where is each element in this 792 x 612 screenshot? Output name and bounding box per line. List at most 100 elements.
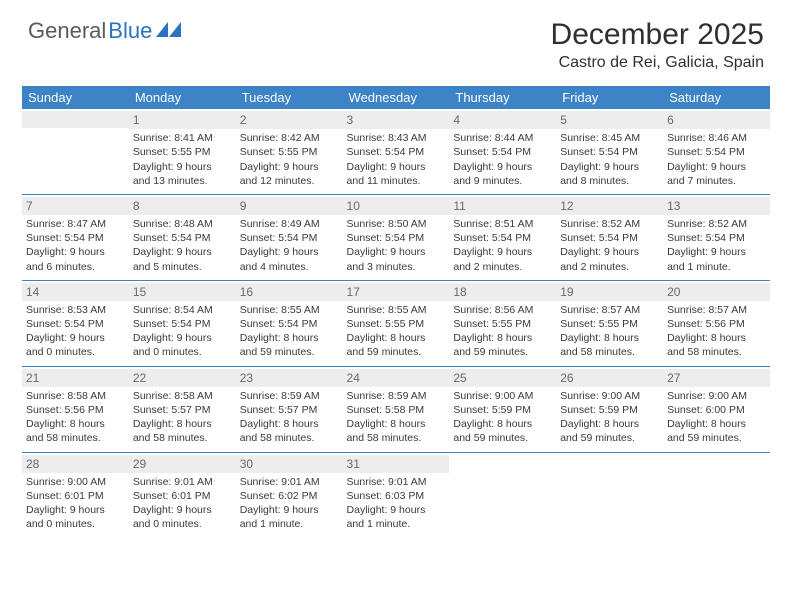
calendar-cell: 19Sunrise: 8:57 AMSunset: 5:55 PMDayligh… [556, 280, 663, 366]
calendar-cell: 1Sunrise: 8:41 AMSunset: 5:55 PMDaylight… [129, 109, 236, 194]
daylight-line: Daylight: 9 hours and 12 minutes. [240, 160, 339, 188]
daylight-line: Daylight: 9 hours and 6 minutes. [26, 245, 125, 273]
calendar-cell [449, 452, 556, 537]
sunset-line: Sunset: 5:54 PM [667, 145, 766, 159]
sunrise-line: Sunrise: 9:01 AM [347, 475, 446, 489]
calendar-cell: 23 Sunrise: 8:59 AMSunset: 5:57 PMDayligh… [236, 366, 343, 452]
sunset-line: Sunset: 6:02 PM [240, 489, 339, 503]
daylight-line: Daylight: 8 hours and 58 minutes. [560, 331, 659, 359]
sunrise-line: Sunrise: 8:52 AM [667, 217, 766, 231]
calendar-cell: 6Sunrise: 8:46 AMSunset: 5:54 PMDaylight… [663, 109, 770, 194]
daylight-line: Daylight: 8 hours and 58 minutes. [240, 417, 339, 445]
sunset-line: Sunset: 5:54 PM [347, 231, 446, 245]
calendar-cell: 25Sunrise: 9:00 AMSunset: 5:59 PMDayligh… [449, 366, 556, 452]
daylight-line: Daylight: 9 hours and 0 minutes. [26, 503, 125, 531]
empty-day-header [22, 111, 129, 128]
sunrise-line: Sunrise: 8:58 AM [26, 389, 125, 403]
day-number: 13 [663, 197, 770, 215]
sunset-line: Sunset: 5:57 PM [240, 403, 339, 417]
month-title: December 2025 [551, 18, 764, 52]
sunrise-line: Sunrise: 8:54 AM [133, 303, 232, 317]
day-number: 24 [343, 369, 450, 387]
triangle-icon [156, 20, 182, 43]
daylight-line: Daylight: 8 hours and 58 minutes. [133, 417, 232, 445]
sunrise-line: Sunrise: 8:48 AM [133, 217, 232, 231]
day-number: 12 [556, 197, 663, 215]
weekday-header: Friday [556, 86, 663, 109]
weekday-header: Tuesday [236, 86, 343, 109]
day-number: 18 [449, 283, 556, 301]
daylight-line: Daylight: 9 hours and 1 minute. [667, 245, 766, 273]
header: GeneralBlue December 2025 Castro de Rei,… [0, 0, 792, 80]
sunset-line: Sunset: 5:57 PM [133, 403, 232, 417]
calendar-week-row: 28Sunrise: 9:00 AMSunset: 6:01 PMDayligh… [22, 452, 770, 537]
daylight-line: Daylight: 8 hours and 58 minutes. [347, 417, 446, 445]
sunrise-line: Sunrise: 8:50 AM [347, 217, 446, 231]
day-number: 10 [343, 197, 450, 215]
brand-part2: Blue [108, 18, 152, 44]
calendar-cell: 9Sunrise: 8:49 AMSunset: 5:54 PMDaylight… [236, 194, 343, 280]
sunrise-line: Sunrise: 8:41 AM [133, 131, 232, 145]
sunrise-line: Sunrise: 8:49 AM [240, 217, 339, 231]
calendar-cell: 26Sunrise: 9:00 AMSunset: 5:59 PMDayligh… [556, 366, 663, 452]
calendar-cell: 11Sunrise: 8:51 AMSunset: 5:54 PMDayligh… [449, 194, 556, 280]
sunrise-line: Sunrise: 9:01 AM [240, 475, 339, 489]
sunset-line: Sunset: 5:54 PM [560, 231, 659, 245]
calendar-week-row: 7Sunrise: 8:47 AMSunset: 5:54 PMDaylight… [22, 194, 770, 280]
daylight-line: Daylight: 9 hours and 1 minute. [347, 503, 446, 531]
daylight-line: Daylight: 9 hours and 1 minute. [240, 503, 339, 531]
sunset-line: Sunset: 5:58 PM [347, 403, 446, 417]
sunrise-line: Sunrise: 8:44 AM [453, 131, 552, 145]
daylight-line: Daylight: 8 hours and 59 minutes. [240, 331, 339, 359]
calendar-cell: 18Sunrise: 8:56 AMSunset: 5:55 PMDayligh… [449, 280, 556, 366]
sunrise-line: Sunrise: 8:55 AM [347, 303, 446, 317]
weekday-header: Thursday [449, 86, 556, 109]
sunrise-line: Sunrise: 8:47 AM [26, 217, 125, 231]
day-number: 8 [129, 197, 236, 215]
sunset-line: Sunset: 5:55 PM [453, 317, 552, 331]
sunrise-line: Sunrise: 8:43 AM [347, 131, 446, 145]
sunrise-line: Sunrise: 8:59 AM [240, 389, 339, 403]
daylight-line: Daylight: 9 hours and 5 minutes. [133, 245, 232, 273]
day-number: 9 [236, 197, 343, 215]
day-number: 27 [663, 369, 770, 387]
day-number: 20 [663, 283, 770, 301]
calendar-cell [663, 452, 770, 537]
daylight-line: Daylight: 9 hours and 4 minutes. [240, 245, 339, 273]
calendar-cell: 13 Sunrise: 8:52 AMSunset: 5:54 PMDayligh… [663, 194, 770, 280]
daylight-line: Daylight: 9 hours and 3 minutes. [347, 245, 446, 273]
sunset-line: Sunset: 5:56 PM [667, 317, 766, 331]
sunset-line: Sunset: 5:59 PM [560, 403, 659, 417]
brand-part1: General [28, 18, 106, 44]
calendar-header-row: SundayMondayTuesdayWednesdayThursdayFrid… [22, 86, 770, 109]
day-number: 16 [236, 283, 343, 301]
daylight-line: Daylight: 9 hours and 9 minutes. [453, 160, 552, 188]
day-number: 14 [22, 283, 129, 301]
sunset-line: Sunset: 5:54 PM [26, 231, 125, 245]
calendar-cell: 20Sunrise: 8:57 AMSunset: 5:56 PMDayligh… [663, 280, 770, 366]
day-number: 30 [236, 455, 343, 473]
calendar-cell: 14Sunrise: 8:53 AMSunset: 5:54 PMDayligh… [22, 280, 129, 366]
daylight-line: Daylight: 8 hours and 59 minutes. [453, 331, 552, 359]
daylight-line: Daylight: 9 hours and 0 minutes. [133, 331, 232, 359]
day-number: 25 [449, 369, 556, 387]
sunset-line: Sunset: 5:54 PM [453, 231, 552, 245]
daylight-line: Daylight: 8 hours and 59 minutes. [667, 417, 766, 445]
sunrise-line: Sunrise: 9:01 AM [133, 475, 232, 489]
day-number: 15 [129, 283, 236, 301]
sunset-line: Sunset: 5:54 PM [667, 231, 766, 245]
location-subtitle: Castro de Rei, Galicia, Spain [551, 54, 764, 72]
day-number: 11 [449, 197, 556, 215]
day-number: 31 [343, 455, 450, 473]
sunset-line: Sunset: 6:00 PM [667, 403, 766, 417]
sunrise-line: Sunrise: 8:57 AM [560, 303, 659, 317]
day-number: 23 [236, 369, 343, 387]
brand-logo: GeneralBlue [28, 18, 182, 44]
sunset-line: Sunset: 6:03 PM [347, 489, 446, 503]
day-number: 5 [556, 111, 663, 129]
daylight-line: Daylight: 9 hours and 0 minutes. [133, 503, 232, 531]
calendar-cell: 31 Sunrise: 9:01 AMSunset: 6:03 PMDayligh… [343, 452, 450, 537]
sunset-line: Sunset: 5:54 PM [240, 317, 339, 331]
day-number: 22 [129, 369, 236, 387]
calendar-cell: 16Sunrise: 8:55 AMSunset: 5:54 PMDayligh… [236, 280, 343, 366]
